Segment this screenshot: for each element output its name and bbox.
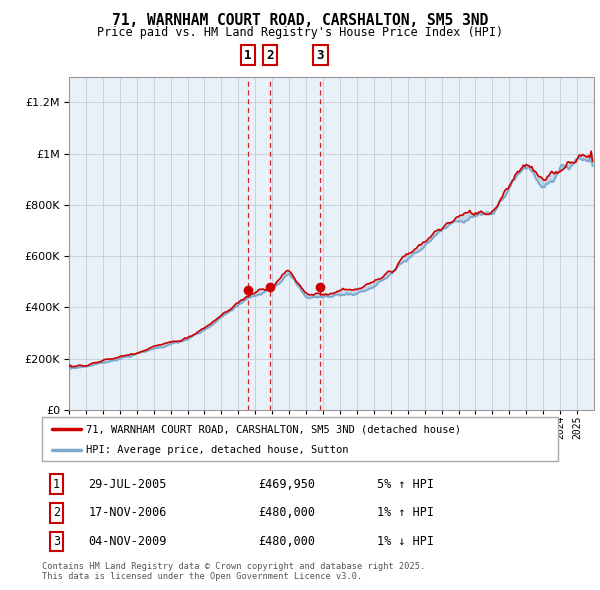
Text: 3: 3	[53, 535, 60, 548]
Text: 04-NOV-2009: 04-NOV-2009	[88, 535, 167, 548]
Text: 1: 1	[53, 477, 60, 490]
Text: 17-NOV-2006: 17-NOV-2006	[88, 506, 167, 519]
Text: 2: 2	[53, 506, 60, 519]
Text: 29-JUL-2005: 29-JUL-2005	[88, 477, 167, 490]
Text: 1: 1	[244, 49, 252, 62]
Text: Contains HM Land Registry data © Crown copyright and database right 2025.
This d: Contains HM Land Registry data © Crown c…	[42, 562, 425, 581]
Text: 71, WARNHAM COURT ROAD, CARSHALTON, SM5 3ND (detached house): 71, WARNHAM COURT ROAD, CARSHALTON, SM5 …	[86, 424, 461, 434]
Text: 1% ↓ HPI: 1% ↓ HPI	[377, 535, 434, 548]
Text: HPI: Average price, detached house, Sutton: HPI: Average price, detached house, Sutt…	[86, 445, 349, 455]
Text: 1% ↑ HPI: 1% ↑ HPI	[377, 506, 434, 519]
Text: £480,000: £480,000	[259, 506, 316, 519]
Text: £469,950: £469,950	[259, 477, 316, 490]
Text: £480,000: £480,000	[259, 535, 316, 548]
Text: 71, WARNHAM COURT ROAD, CARSHALTON, SM5 3ND: 71, WARNHAM COURT ROAD, CARSHALTON, SM5 …	[112, 13, 488, 28]
Text: 2: 2	[266, 49, 274, 62]
Text: 5% ↑ HPI: 5% ↑ HPI	[377, 477, 434, 490]
Text: 3: 3	[317, 49, 324, 62]
FancyBboxPatch shape	[42, 417, 558, 461]
Text: Price paid vs. HM Land Registry's House Price Index (HPI): Price paid vs. HM Land Registry's House …	[97, 26, 503, 39]
